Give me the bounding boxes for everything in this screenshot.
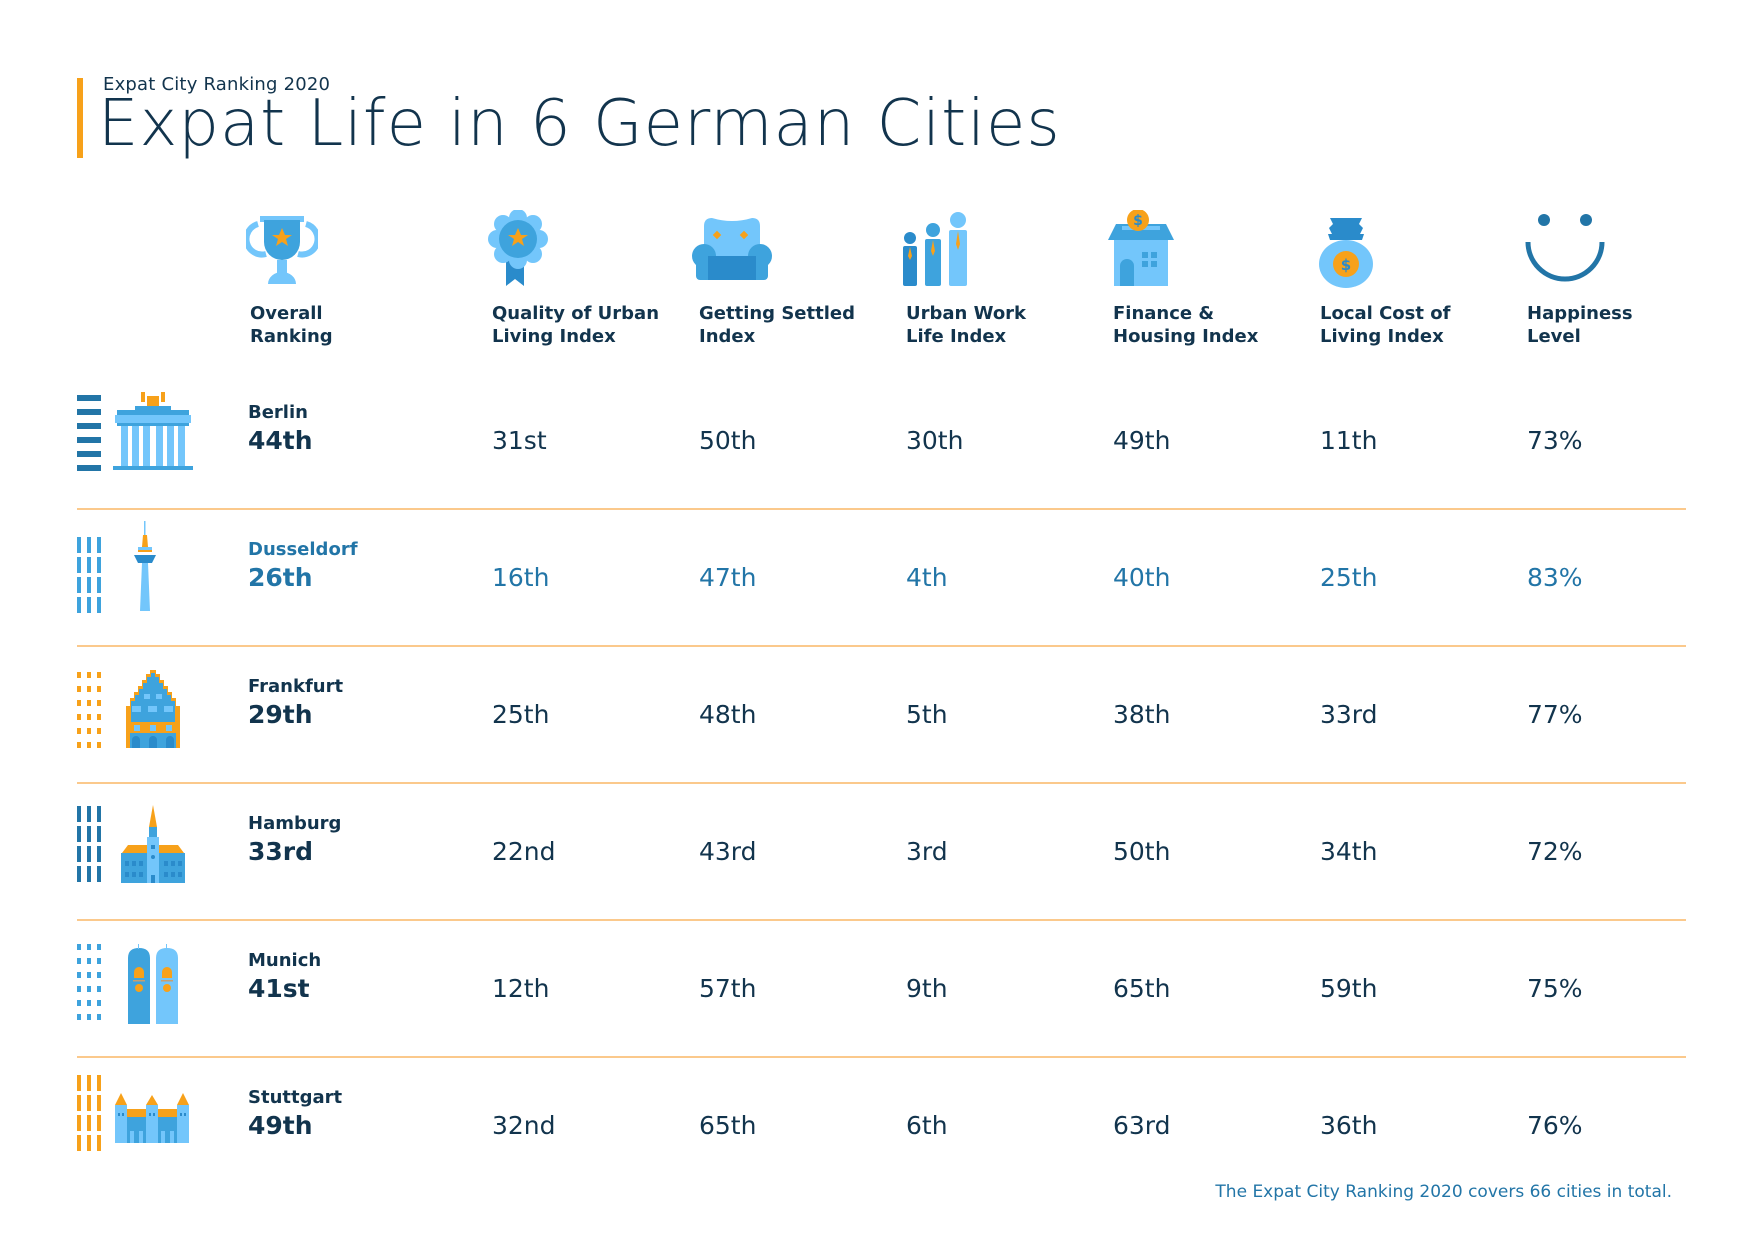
row-divider [77, 645, 1686, 647]
column-header-happiness: Happiness Level [1527, 303, 1633, 347]
finance-rank: 49th [1113, 426, 1171, 455]
quality-rank: 31st [492, 426, 547, 455]
column-header-cost: Local Cost of Living Index [1320, 303, 1451, 347]
column-header-quality: Quality of Urban Living Index [492, 303, 660, 347]
happiness-level: 83% [1527, 563, 1583, 592]
city-hall-icon [121, 805, 185, 883]
award-ribbon-icon [488, 210, 688, 294]
cost-rank: 11th [1320, 426, 1378, 455]
overall-rank: 33rd [248, 837, 314, 866]
happiness-level: 73% [1527, 426, 1583, 455]
city-name: Berlin [248, 402, 308, 423]
finance-rank: 50th [1113, 837, 1171, 866]
business-people-icon [900, 210, 1100, 294]
cost-rank: 25th [1320, 563, 1378, 592]
row-divider [77, 782, 1686, 784]
work-rank: 3rd [906, 837, 948, 866]
settled-rank: 47th [699, 563, 757, 592]
table-row-dusseldorf: Dusseldorf 26th 16th 47th 4th 40th 25th … [0, 509, 1754, 646]
rhine-tower-icon [134, 521, 156, 611]
page-subtitle: Expat City Ranking 2020 [103, 74, 331, 95]
stripe-pattern-icon [77, 1075, 101, 1151]
settled-rank: 57th [699, 974, 757, 1003]
stripe-pattern-icon [77, 537, 101, 613]
quality-rank: 16th [492, 563, 550, 592]
quality-rank: 22nd [492, 837, 556, 866]
settled-rank: 65th [699, 1111, 757, 1140]
city-name: Stuttgart [248, 1087, 343, 1108]
overall-rank: 29th [248, 700, 313, 729]
finance-rank: 65th [1113, 974, 1171, 1003]
money-bag-icon: $ [1316, 210, 1516, 294]
city-name: Hamburg [248, 813, 342, 834]
table-row-berlin: Berlin 44th 31st 50th 30th 49th 11th 73% [0, 372, 1754, 509]
page-title: Expat Life in 6 German Cities [98, 87, 1061, 161]
row-divider [77, 508, 1686, 510]
cost-rank: 34th [1320, 837, 1378, 866]
settled-rank: 48th [699, 700, 757, 729]
table-row-munich: Munich 41st 12th 57th 9th 65th 59th 75% [0, 920, 1754, 1057]
happiness-level: 76% [1527, 1111, 1583, 1140]
column-header-settled: Getting Settled Index [699, 303, 855, 347]
footnote: The Expat City Ranking 2020 covers 66 ci… [1215, 1182, 1672, 1202]
happiness-level: 75% [1527, 974, 1583, 1003]
stripe-pattern-icon [77, 672, 101, 748]
city-name: Munich [248, 950, 322, 971]
overall-rank: 49th [248, 1111, 313, 1140]
row-divider [77, 1056, 1686, 1058]
happiness-level: 72% [1527, 837, 1583, 866]
column-header-finance: Finance & Housing Index [1113, 303, 1259, 347]
new-palace-icon [115, 1093, 189, 1143]
frauenkirche-icon [128, 944, 178, 1024]
overall-rank: 41st [248, 974, 310, 1003]
column-header-overall: Overall Ranking [250, 303, 333, 347]
overall-rank: 44th [248, 426, 313, 455]
cost-rank: 33rd [1320, 700, 1378, 729]
overall-rank: 26th [248, 563, 313, 592]
armchair-icon [690, 210, 890, 294]
city-name: Frankfurt [248, 676, 344, 697]
work-rank: 5th [906, 700, 948, 729]
quality-rank: 32nd [492, 1111, 556, 1140]
brandenburg-gate-icon [113, 392, 193, 470]
settled-rank: 50th [699, 426, 757, 455]
settled-rank: 43rd [699, 837, 757, 866]
stripe-pattern-icon [77, 806, 101, 882]
finance-rank: 63rd [1113, 1111, 1171, 1140]
work-rank: 6th [906, 1111, 948, 1140]
svg-text:$: $ [1341, 256, 1351, 274]
work-rank: 30th [906, 426, 964, 455]
table-row-frankfurt: Frankfurt 29th 25th 48th 5th 38th 33rd 7… [0, 646, 1754, 783]
accent-bar [77, 78, 83, 158]
table-row-hamburg: Hamburg 33rd 22nd 43rd 3rd 50th 34th 72% [0, 783, 1754, 920]
quality-rank: 12th [492, 974, 550, 1003]
happiness-level: 77% [1527, 700, 1583, 729]
svg-text:$: $ [1133, 213, 1143, 229]
stripe-pattern-icon [77, 944, 101, 1020]
city-name: Dusseldorf [248, 539, 358, 560]
work-rank: 9th [906, 974, 948, 1003]
house-coin-icon: $ [1106, 210, 1306, 294]
row-divider [77, 919, 1686, 921]
roemer-building-icon [126, 670, 180, 748]
smiley-icon [1524, 210, 1724, 294]
work-rank: 4th [906, 563, 948, 592]
cost-rank: 36th [1320, 1111, 1378, 1140]
quality-rank: 25th [492, 700, 550, 729]
trophy-icon [246, 210, 446, 294]
table-row-stuttgart: Stuttgart 49th 32nd 65th 6th 63rd 36th 7… [0, 1057, 1754, 1194]
stripe-pattern-icon [77, 395, 101, 471]
cost-rank: 59th [1320, 974, 1378, 1003]
column-header-work: Urban Work Life Index [906, 303, 1027, 347]
finance-rank: 38th [1113, 700, 1171, 729]
finance-rank: 40th [1113, 563, 1171, 592]
